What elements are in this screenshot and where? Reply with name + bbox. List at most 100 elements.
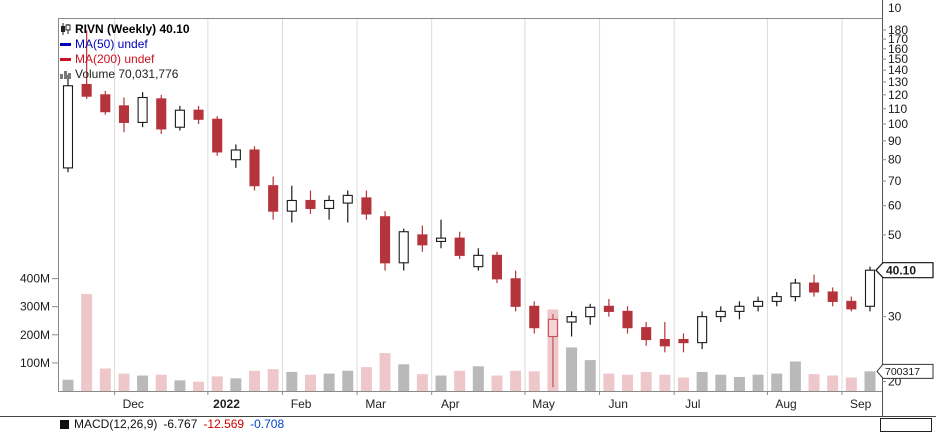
candle-body xyxy=(305,199,316,209)
volume-bar xyxy=(81,294,93,391)
svg-text:Jul: Jul xyxy=(685,397,700,411)
candle-body xyxy=(361,197,372,215)
volume-bar xyxy=(771,373,783,391)
candle-body xyxy=(566,316,577,323)
volume-bar xyxy=(622,374,634,391)
candle-body xyxy=(585,306,596,318)
candle-body xyxy=(100,94,111,113)
volume-bar xyxy=(827,375,839,391)
volume-bar xyxy=(864,371,876,391)
candle-body xyxy=(547,318,558,338)
candle-body xyxy=(697,316,708,344)
pane-frame xyxy=(0,0,936,417)
svg-text:300M: 300M xyxy=(20,300,50,314)
candle-body xyxy=(790,282,801,298)
volume-bar xyxy=(696,371,708,391)
candle-body xyxy=(268,185,279,212)
volume-bar xyxy=(603,373,615,391)
volume-bar xyxy=(137,375,149,391)
candle-body xyxy=(380,216,391,264)
candle-body xyxy=(324,199,335,209)
last-price-tag: 40.10 xyxy=(875,262,934,279)
ma200-legend-row[interactable]: MA(200) undef xyxy=(60,52,190,66)
volume-bar xyxy=(267,369,279,391)
candle-body xyxy=(342,194,353,204)
volume-bar xyxy=(99,368,111,391)
macd-legend[interactable]: MACD(12,26,9) -6.767 -12.569 -0.708 xyxy=(60,417,284,431)
candle-body xyxy=(734,305,745,312)
candle-body xyxy=(864,269,876,307)
volume-bar xyxy=(416,374,428,391)
volume-bar xyxy=(118,373,130,391)
svg-text:170: 170 xyxy=(888,32,908,46)
candle-body xyxy=(641,327,652,341)
svg-text:110: 110 xyxy=(888,102,907,116)
candle-body xyxy=(827,291,838,302)
volume-label: Volume 70,031,776 xyxy=(75,67,179,81)
svg-text:60: 60 xyxy=(888,199,902,213)
volume-bar xyxy=(845,377,857,391)
svg-text:Apr: Apr xyxy=(441,397,460,411)
candle-body xyxy=(808,282,820,293)
volume-bar xyxy=(472,366,484,391)
volume-legend-row[interactable]: Volume 70,031,776 xyxy=(60,67,190,81)
svg-text:130: 130 xyxy=(888,75,908,89)
svg-text:180: 180 xyxy=(888,23,908,37)
chart-legend: RIVN (Weekly) 40.10 MA(50) undef MA(200)… xyxy=(60,22,190,82)
volume-bar xyxy=(379,353,391,391)
volume-bar xyxy=(323,373,335,391)
candle-body xyxy=(435,237,447,242)
candle-body xyxy=(491,254,503,280)
svg-text:100: 100 xyxy=(888,117,908,131)
svg-text:140: 140 xyxy=(888,63,908,77)
candle-body xyxy=(510,278,521,307)
volume-bar xyxy=(528,371,540,391)
svg-text:100M: 100M xyxy=(20,356,50,370)
candle-body xyxy=(156,98,167,130)
ma50-swatch xyxy=(60,42,71,46)
volume-bar xyxy=(789,361,801,391)
svg-text:400M: 400M xyxy=(20,272,50,286)
volume-bar xyxy=(752,374,764,391)
svg-text:120: 120 xyxy=(888,88,908,102)
candle-body xyxy=(473,254,484,268)
last-volume-tag: 700317 xyxy=(876,363,934,379)
symbol-legend-row: RIVN (Weekly) 40.10 xyxy=(60,22,190,36)
volume-bar xyxy=(435,375,447,391)
volume-bar xyxy=(454,370,466,391)
candle-body xyxy=(174,109,185,128)
volume-bar xyxy=(174,380,186,391)
candle-body xyxy=(398,231,409,264)
symbol-title: RIVN (Weekly) 40.10 xyxy=(75,22,190,36)
candle-body xyxy=(230,149,241,161)
volume-bar xyxy=(491,375,503,391)
volume-bar xyxy=(211,376,223,391)
volume-bar xyxy=(584,360,596,391)
svg-text:Sep: Sep xyxy=(850,397,872,411)
volume-bar xyxy=(155,374,167,391)
candle-body xyxy=(753,300,764,307)
candle-body xyxy=(659,338,670,347)
volume-bar xyxy=(360,367,372,391)
candle-body xyxy=(249,149,260,187)
candle-body xyxy=(212,118,223,153)
month-axis-labels: Dec 2022 Feb Mar Apr May Jun Jul Aug Sep xyxy=(123,397,872,411)
svg-text:200M: 200M xyxy=(20,328,50,342)
svg-text:70: 70 xyxy=(888,174,902,188)
volume-bar xyxy=(230,378,242,391)
volume-bar xyxy=(659,374,671,391)
ma50-legend-row[interactable]: MA(50) undef xyxy=(60,37,190,51)
candle-body xyxy=(62,85,74,169)
macd-axis-tag-partial xyxy=(880,418,932,432)
volume-bar xyxy=(808,374,820,391)
svg-text:80: 80 xyxy=(888,153,902,167)
candle-body xyxy=(417,234,428,246)
svg-text:Jun: Jun xyxy=(609,397,628,411)
candle-body xyxy=(81,83,92,97)
svg-text:Dec: Dec xyxy=(123,397,144,411)
volume-bar xyxy=(342,370,354,391)
candlestick-chart-icon xyxy=(61,23,71,35)
svg-text:Feb: Feb xyxy=(291,397,312,411)
volume-bar xyxy=(398,364,410,391)
